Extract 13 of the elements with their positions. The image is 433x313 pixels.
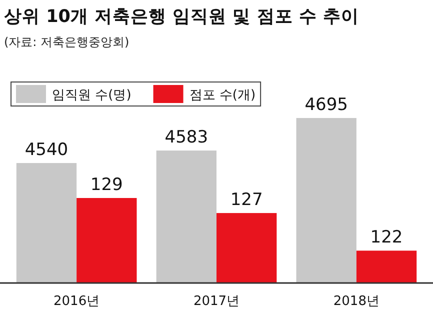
data-label: 127 <box>230 190 263 210</box>
x-tick-label: 2016년 <box>54 294 100 309</box>
data-label: 4540 <box>24 140 68 160</box>
legend-label: 임직원 수(명) <box>52 88 132 103</box>
chart-title: 상위 10개 저축은행 임직원 및 점포 수 추이 <box>4 7 360 27</box>
data-label: 129 <box>90 175 123 195</box>
x-tick-label: 2018년 <box>333 294 380 309</box>
legend-label: 점포 수(개) <box>189 88 256 103</box>
data-label: 4583 <box>164 128 208 148</box>
chart-subtitle: (자료: 저축은행중앙회) <box>4 35 130 49</box>
data-label: 122 <box>370 228 403 248</box>
x-tick-label: 2017년 <box>193 294 240 309</box>
data-label: 4695 <box>304 95 348 115</box>
